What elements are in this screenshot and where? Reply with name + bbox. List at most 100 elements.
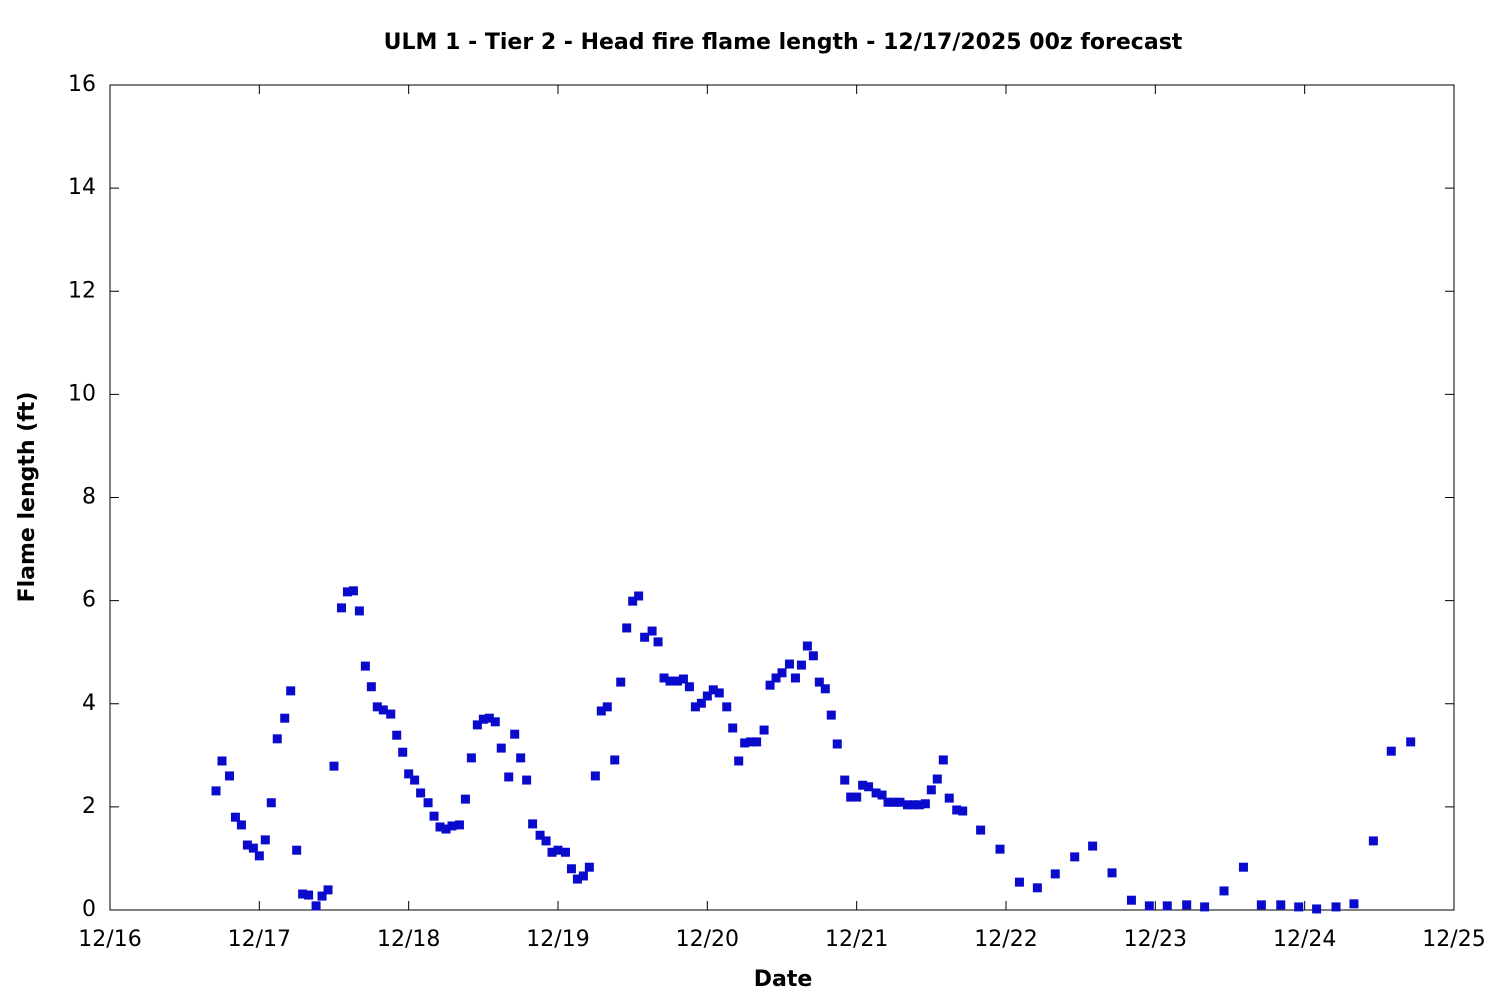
data-point: [976, 825, 986, 835]
chart-title: ULM 1 - Tier 2 - Head fire flame length …: [384, 30, 1183, 55]
data-point: [920, 799, 930, 809]
data-point: [553, 845, 563, 855]
x-tick-label: 12/18: [377, 927, 440, 952]
data-point: [435, 822, 445, 832]
data-point: [883, 797, 893, 807]
data-point: [832, 739, 842, 749]
data-point: [323, 885, 333, 895]
y-tick-label: 8: [82, 485, 96, 510]
data-point: [734, 756, 744, 766]
data-point: [342, 587, 352, 597]
data-point: [590, 771, 600, 781]
data-point: [1219, 886, 1229, 896]
plot-frame: [109, 84, 1455, 911]
data-point: [846, 792, 856, 802]
data-point: [298, 889, 308, 899]
data-point: [242, 840, 252, 850]
data-point: [722, 702, 732, 712]
data-point: [336, 603, 346, 613]
data-point: [1200, 902, 1210, 912]
data-point: [820, 684, 830, 694]
y-tick-label: 2: [82, 794, 96, 819]
data-point: [392, 730, 402, 740]
data-point: [752, 737, 762, 747]
data-point: [714, 688, 724, 698]
data-point: [366, 682, 376, 692]
data-point: [740, 738, 750, 748]
data-point: [230, 812, 240, 822]
data-point: [286, 686, 296, 696]
data-point: [510, 729, 520, 739]
data-point: [304, 890, 314, 900]
data-point: [678, 674, 688, 684]
x-tick-label: 12/23: [1124, 927, 1187, 952]
data-point: [771, 673, 781, 683]
data-point: [790, 673, 800, 683]
data-point: [944, 793, 954, 803]
data-point: [653, 637, 663, 647]
data-point: [404, 769, 414, 779]
data-point: [410, 775, 420, 785]
data-point: [802, 641, 812, 651]
x-tick-label: 12/17: [228, 927, 291, 952]
data-point: [1256, 900, 1266, 910]
data-point: [447, 821, 457, 831]
data-point: [1126, 895, 1136, 905]
data-point: [490, 717, 500, 727]
data-point: [1032, 883, 1042, 893]
y-tick-label: 0: [82, 897, 96, 922]
y-tick-label: 6: [82, 588, 96, 613]
data-point: [765, 680, 775, 690]
data-point: [566, 864, 576, 874]
y-tick-label: 12: [68, 278, 96, 303]
data-point: [1014, 877, 1024, 887]
data-point: [311, 901, 321, 911]
data-point: [1050, 869, 1060, 879]
data-point: [416, 788, 426, 798]
data-point: [628, 596, 638, 606]
data-point: [572, 874, 582, 884]
data-point: [826, 710, 836, 720]
data-point: [871, 788, 881, 798]
data-point: [1349, 899, 1359, 909]
data-point: [746, 737, 756, 747]
data-point: [914, 800, 924, 810]
data-point: [528, 819, 538, 829]
data-point: [248, 843, 258, 853]
data-point: [864, 782, 874, 792]
data-point: [360, 661, 370, 671]
data-point: [217, 756, 227, 766]
data-point: [708, 685, 718, 695]
data-point: [1182, 900, 1192, 910]
data-point: [460, 794, 470, 804]
data-point: [1331, 902, 1341, 912]
data-point: [1107, 868, 1117, 878]
data-point: [378, 705, 388, 715]
data-point: [952, 805, 962, 815]
data-point: [560, 847, 570, 857]
data-point: [211, 786, 221, 796]
data-point: [236, 820, 246, 830]
data-point: [808, 651, 818, 661]
y-tick-label: 16: [68, 72, 96, 97]
data-point: [1386, 746, 1396, 756]
x-axis-label: Date: [754, 967, 813, 992]
data-point: [926, 785, 936, 795]
data-point: [254, 851, 264, 861]
data-point: [665, 676, 675, 686]
y-axis-label: Flame length (ft): [15, 392, 40, 603]
data-point: [684, 682, 694, 692]
data-point: [292, 845, 302, 855]
data-point: [659, 673, 669, 683]
data-point: [1406, 737, 1416, 747]
data-point: [690, 702, 700, 712]
x-tick-label: 12/16: [78, 927, 141, 952]
data-point: [672, 676, 682, 686]
data-point: [1276, 900, 1286, 910]
data-point: [840, 775, 850, 785]
data-point: [429, 811, 439, 821]
data-point: [647, 626, 657, 636]
data-point: [454, 820, 464, 830]
data-point: [1312, 904, 1322, 914]
